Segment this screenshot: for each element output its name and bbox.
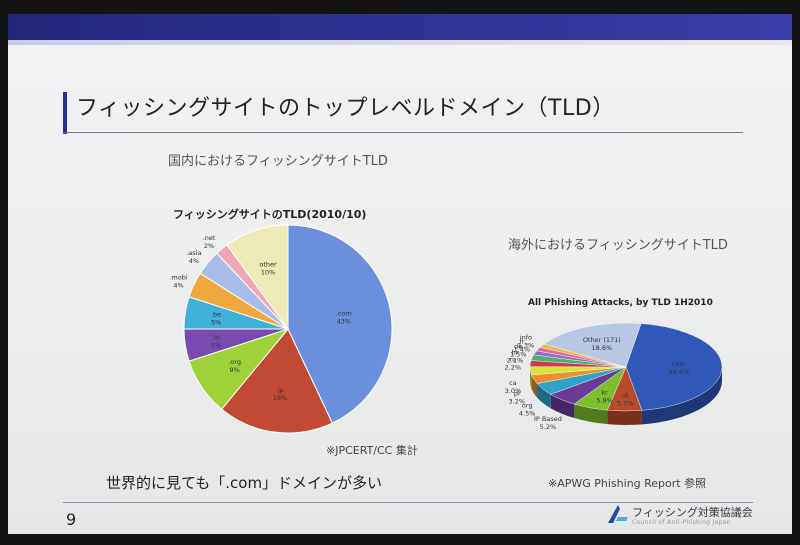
slice-value-org: 9% [230, 366, 240, 374]
slice-value-other-171: 18.6% [591, 344, 612, 352]
slice-label-mobi: .mobi [169, 273, 188, 281]
slice-label-jp: .jp [276, 386, 284, 394]
slice-value-fr: 1.4% [514, 346, 531, 354]
slice-value-info: 1.3% [518, 341, 535, 349]
council-name: フィッシング対策協議会 [632, 506, 753, 519]
slice-label-uk: uk [621, 391, 629, 399]
slice-label-com: .com [336, 310, 352, 318]
subtitle-overseas: 海外におけるフィッシングサイトTLD [508, 238, 728, 253]
slice-label-be: .be [211, 311, 221, 319]
slice-com [287, 224, 393, 424]
slice-label-in: .in [212, 333, 220, 341]
slice-label-kr: kr [601, 388, 608, 396]
chart-domestic-tld: .com43%.jp18%.org9%.in5%.be5%.mobi4%.asi… [169, 224, 393, 434]
slice-label-ru: ru [509, 356, 516, 364]
slice-value-com: 43% [337, 318, 351, 326]
slice-label-other: other [259, 261, 277, 269]
slice-side-com [641, 367, 722, 425]
slice-value-ca: 3.0% [505, 387, 522, 395]
slice-label-other-171: Other (171) [583, 336, 621, 344]
slice-other [226, 224, 289, 331]
subtitle-domestic: 国内におけるフィッシングサイトTLD [168, 154, 388, 169]
slice-jp [221, 328, 333, 434]
slice-value-com: 44.4% [668, 368, 689, 376]
council-name-en: Council of Anti-Phishing Japan [632, 519, 731, 526]
slice-value-asia: 4% [189, 257, 199, 265]
slice-value-net: 2% [204, 242, 214, 250]
slice-label-fr: fr [519, 338, 524, 346]
page-number: 9 [66, 510, 77, 529]
slice-label-info: info [520, 333, 532, 341]
slice-label-com: com [672, 360, 686, 368]
slice-side-kr [574, 404, 608, 425]
slice-label-ca: ca [509, 379, 517, 387]
slice-com [625, 323, 723, 411]
slide-title: フィッシングサイトのトップレベルドメイン（TLD） [76, 96, 615, 121]
source-note-apwg: ※APWG Phishing Report 参照 [548, 477, 707, 490]
slice-side-pl [531, 374, 538, 398]
footer-rule [63, 502, 753, 503]
slice-label-pl: pl [514, 389, 520, 397]
slice-value-be: 5% [211, 319, 221, 327]
slice-label-br: br [512, 348, 519, 356]
slice-side-uk [607, 410, 642, 425]
slice-label-de: de [514, 342, 522, 350]
header-band [8, 14, 792, 40]
slice-label-ip-based: IP Based [534, 415, 562, 423]
slice-other-171 [543, 322, 642, 368]
council-logo-icon [608, 505, 628, 523]
slice-value-pl: 3.2% [509, 397, 526, 405]
source-note-jpcert: ※JPCERT/CC 集計 [326, 444, 418, 457]
slice-value-in: 5% [211, 341, 221, 349]
slice-value-uk: 5.7% [617, 399, 634, 407]
slice-value-br: 2.1% [507, 356, 524, 364]
summary-caption: 世界的に見ても「.com」ドメインが多い [106, 474, 383, 492]
slice-side-org [537, 383, 551, 409]
slice-value-de: 1.5% [510, 350, 527, 358]
title-accent-bar [63, 92, 67, 134]
slice-value-jp: 18% [273, 394, 287, 402]
title-underline [63, 132, 743, 133]
slice-value-kr: 5.9% [596, 396, 613, 404]
chart2-title: All Phishing Attacks, by TLD 1H2010 [528, 298, 713, 308]
slice-label-net: .net [203, 234, 216, 242]
slice-label-org: .org [228, 358, 241, 366]
slice-value-ip-based: 5.2% [540, 423, 557, 431]
slice-label-org: org [522, 402, 533, 410]
chart1-title: フィッシングサイトのTLD(2010/10) [173, 208, 367, 221]
slice-value-other: 10% [261, 269, 275, 277]
slide: フィッシングサイトのトップレベルドメイン（TLD） 国内におけるフィッシングサイ… [8, 14, 792, 534]
slice-side-ip-based [550, 394, 575, 419]
slice-label-asia: .asia [186, 249, 201, 257]
slice-value-ru: 2.2% [505, 364, 522, 372]
slice-value-org: 4.5% [519, 410, 536, 418]
slice-side-ca [530, 367, 532, 389]
header-band-highlight [8, 40, 792, 45]
slice-value-mobi: 4% [173, 281, 183, 289]
